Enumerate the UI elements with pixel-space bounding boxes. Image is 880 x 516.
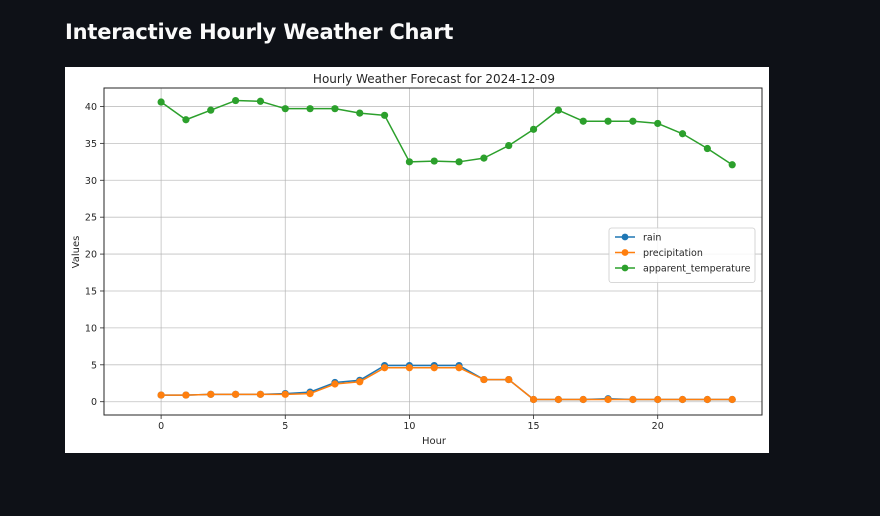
series-apparent-temperature [157,96,736,169]
x-tick-label: 5 [282,421,288,432]
y-tick-label: 5 [91,360,97,371]
data-point [182,391,190,399]
x-tick-label: 20 [652,421,664,432]
data-point [182,116,190,124]
data-point [256,97,265,105]
data-point [306,389,314,398]
data-point [678,130,687,138]
data-point [480,154,488,162]
data-point [157,391,165,399]
y-tick-label: 40 [85,102,97,113]
legend-label: rain [643,233,661,244]
y-tick-label: 30 [85,176,97,187]
data-point [455,158,463,166]
data-point [728,161,736,169]
legend-label: apparent_temperature [643,264,751,275]
series-line [160,99,733,166]
data-point [256,390,265,398]
axis-ticks: 0 5 10 15 20 0 5 10 15 20 25 30 35 40 [85,102,664,432]
data-point [331,380,339,388]
legend: rain precipitation apparent_temperature [608,227,756,283]
legend-entry: rain [615,233,661,244]
x-tick-label: 0 [158,421,164,432]
data-point [356,378,364,386]
data-point [678,395,687,404]
legend-swatch-marker [621,249,629,256]
weather-line-chart: 0 5 10 15 20 0 5 10 15 20 25 30 35 40 Hourly Weather … [71,72,763,447]
legend-swatch-marker [621,233,629,241]
chart-figure: 0 5 10 15 20 0 5 10 15 20 25 30 35 40 Hourly Weather … [65,67,769,453]
data-point [629,395,637,404]
data-point [232,96,240,105]
data-point [207,106,215,114]
data-point [430,364,438,372]
y-tick-label: 25 [85,213,97,224]
x-axis-label: Hour [422,436,447,447]
data-point [629,117,637,125]
y-axis-label: Values [71,236,82,269]
legend-label: precipitation [643,248,703,259]
data-point [455,364,463,372]
data-point [157,98,165,106]
data-point [604,117,612,125]
data-point [232,390,240,398]
y-tick-label: 20 [85,250,97,261]
data-point [579,395,587,404]
data-point [430,157,438,165]
data-point [654,119,662,128]
chart-title: Hourly Weather Forecast for 2024-12-09 [313,72,555,86]
data-point [207,390,215,398]
data-point [703,395,711,404]
y-tick-label: 10 [85,323,97,334]
page-title: Interactive Hourly Weather Chart [65,20,454,44]
data-point [579,117,587,125]
series-layer [157,96,736,404]
y-tick-label: 15 [85,286,97,297]
data-point [505,375,513,384]
data-point [654,395,662,404]
data-point [703,144,711,153]
series-precipitation [157,364,736,404]
data-point [331,105,339,113]
data-point [529,395,538,404]
data-point [281,390,289,398]
data-point [480,375,488,384]
x-tick-label: 15 [528,421,540,432]
y-tick-label: 35 [85,139,97,150]
data-point [356,109,364,117]
data-point [604,395,612,404]
legend-entry: precipitation [615,248,703,259]
legend-box [608,227,756,283]
data-point [529,125,538,133]
data-point [380,111,389,119]
legend-entry: apparent_temperature [615,264,751,275]
data-point [554,395,562,404]
data-point [405,364,414,372]
x-tick-label: 10 [403,421,415,432]
data-point [728,395,736,404]
data-point [554,106,562,114]
y-tick-label: 0 [91,397,97,408]
legend-swatch-marker [621,264,629,272]
plot-frame [103,87,763,416]
data-point [281,105,289,113]
series-line [161,367,733,401]
data-point [380,364,389,372]
data-point [405,158,414,166]
data-point [306,105,314,113]
data-point [505,141,513,150]
